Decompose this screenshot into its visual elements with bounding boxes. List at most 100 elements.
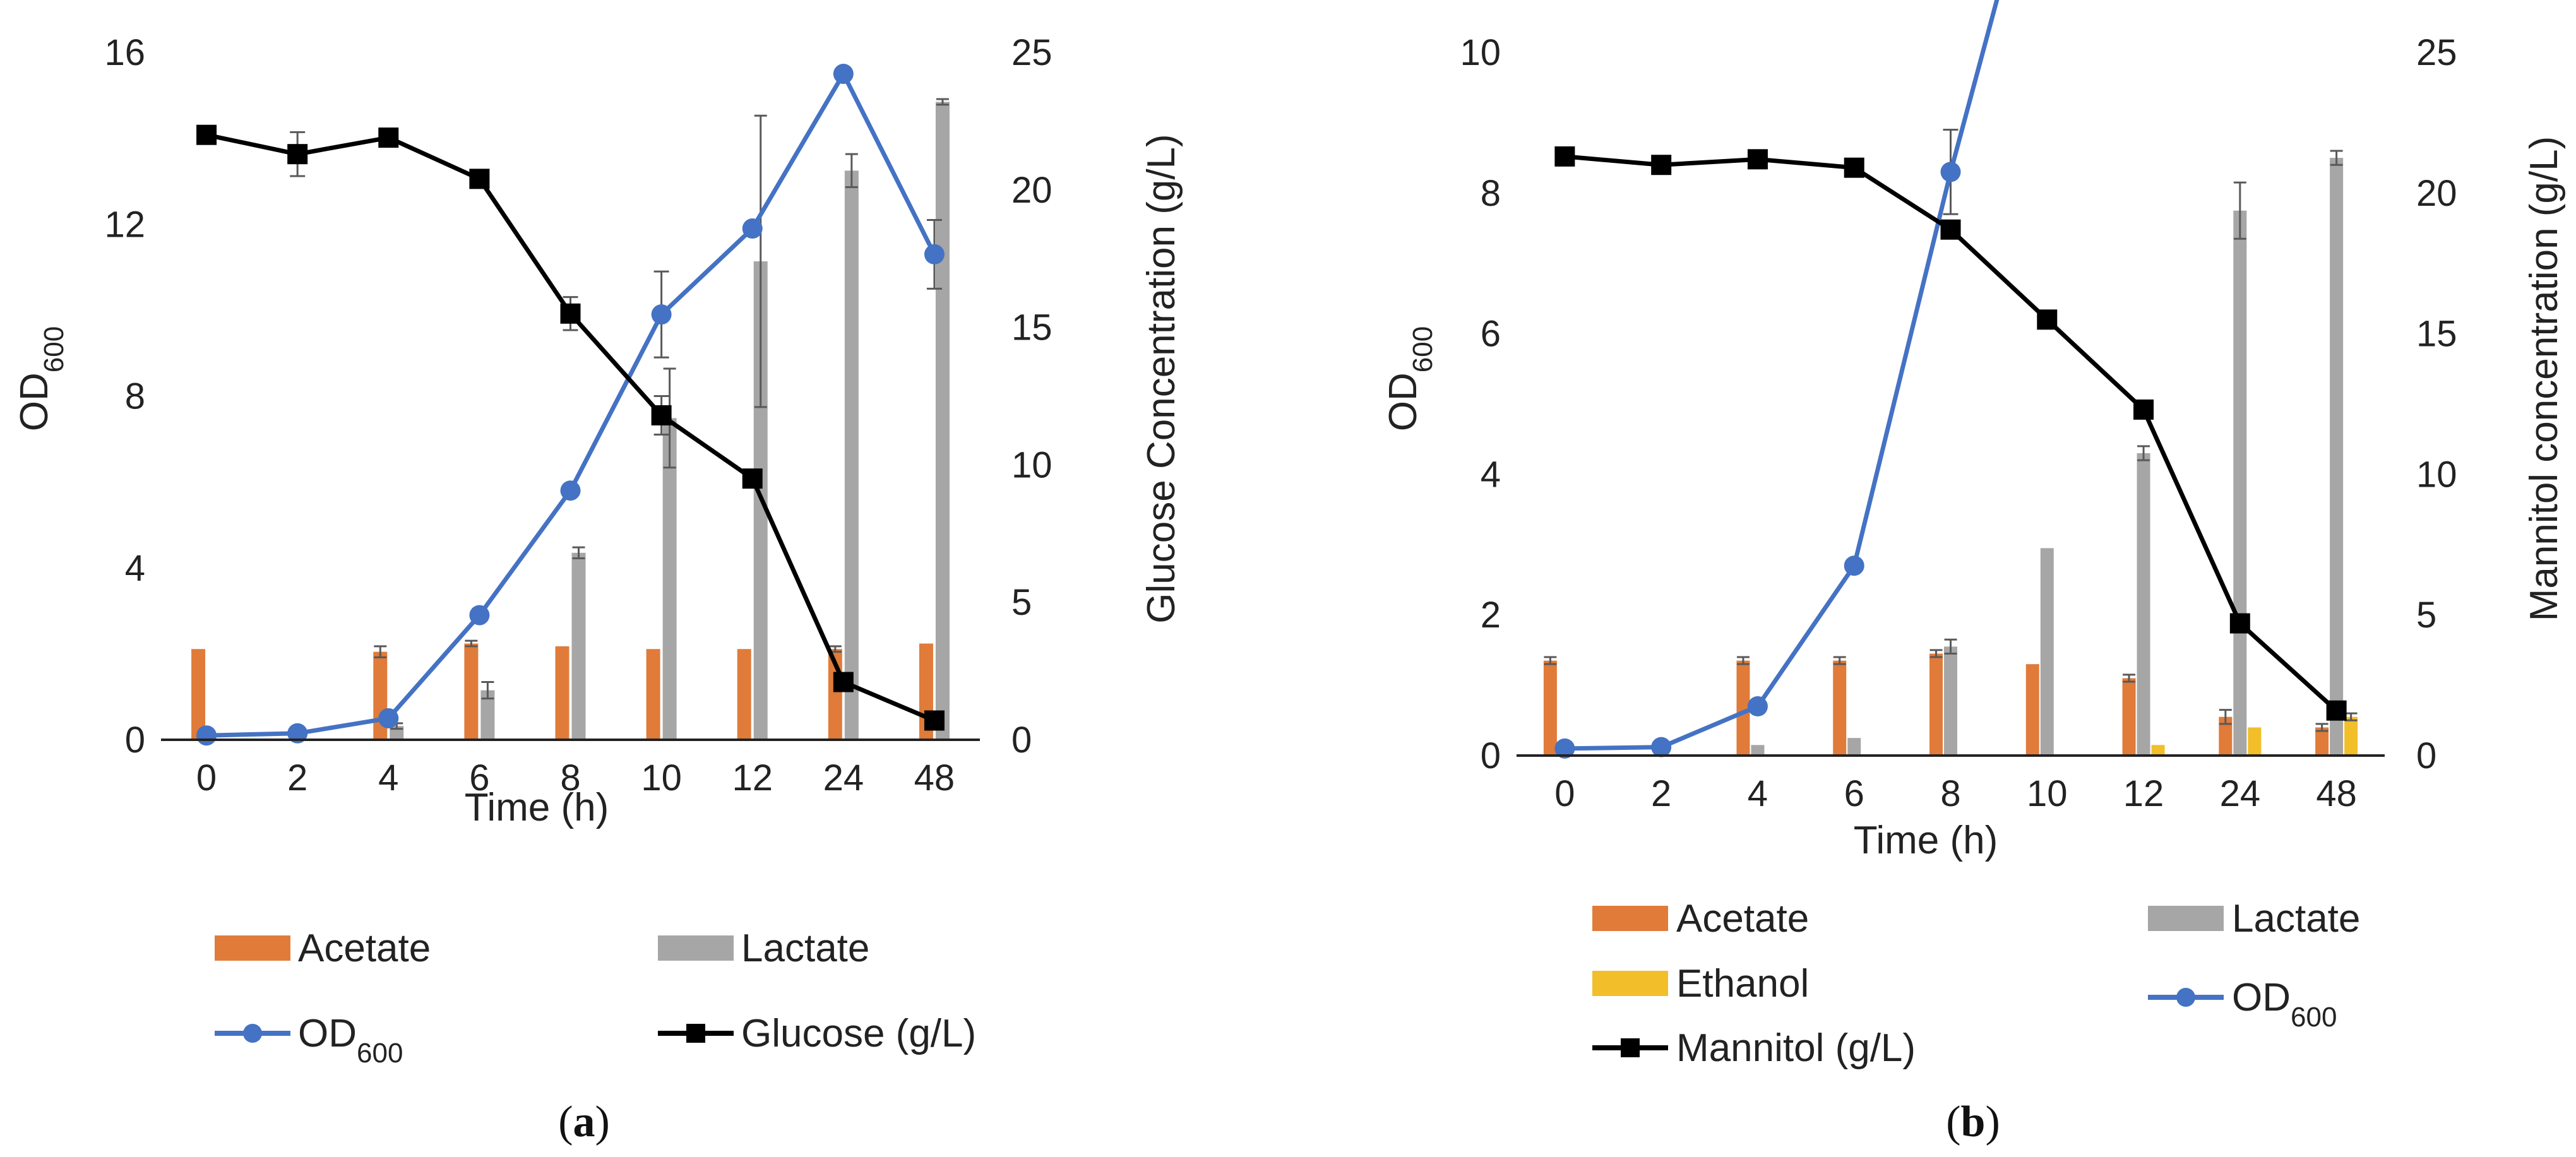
x-tick-label: 48: [914, 757, 955, 798]
y-tick-label: 8: [1481, 173, 1501, 214]
y2-tick-label: 0: [2416, 735, 2436, 776]
y2-axis-title: Mannitol concentration (g/L): [2522, 136, 2566, 622]
bar-acetate: [555, 646, 569, 740]
point-od: [924, 244, 945, 264]
bar-acetate: [1736, 660, 1750, 756]
point-od: [1651, 737, 1672, 757]
point-substrate: [2037, 309, 2058, 330]
bar-lactate: [1751, 745, 1765, 756]
y-tick-label: 6: [1481, 314, 1501, 355]
legend-marker-glucose: [686, 1024, 705, 1043]
x-tick-label: 10: [641, 757, 682, 798]
point-substrate: [287, 144, 308, 165]
x-tick-label: 4: [378, 757, 398, 798]
y2-tick-label: 5: [1011, 582, 1032, 623]
legend-swatch-lactate: [658, 935, 734, 961]
point-substrate: [1651, 155, 1672, 175]
legend-label-acetate: Acetate: [298, 927, 431, 970]
y-tick-label: 8: [125, 376, 145, 417]
bar-lactate: [2040, 548, 2054, 756]
bar-acetate: [2122, 678, 2136, 756]
x-tick-label: 6: [469, 757, 489, 798]
point-substrate: [1940, 219, 1961, 240]
x-tick-label: 2: [287, 757, 307, 798]
point-od: [1940, 162, 1961, 182]
y-tick-label: 0: [1481, 735, 1501, 776]
point-od: [833, 64, 854, 85]
legend-marker-mannitol: [1621, 1038, 1640, 1057]
series-line-substrate: [206, 133, 936, 723]
y-axis-ticks: 0 4 8 12 16: [104, 32, 145, 761]
bar-acetate: [464, 643, 479, 740]
bar-lactate: [480, 690, 495, 740]
bars-group: [1543, 150, 2358, 756]
x-axis-ticks: 0 2 4 6 8 10 12 24 48: [1554, 773, 2357, 814]
bar-lactate: [844, 170, 859, 740]
y2-tick-label: 15: [1011, 307, 1052, 348]
y-axis-title: OD600: [1381, 326, 1438, 431]
y2-axis-ticks: 0 5 10 15 20 25: [2416, 32, 2457, 776]
bar-acetate: [2219, 716, 2233, 756]
y2-tick-label: 10: [2416, 454, 2457, 495]
y2-axis-ticks: 0 5 10 15 20 25: [1011, 32, 1052, 761]
x-tick-label: 24: [823, 757, 864, 798]
series-line-od: [1565, 0, 2000, 751]
legend: Acetate Lactate OD600 Glucose (g/L): [215, 927, 976, 1069]
point-substrate: [833, 672, 854, 692]
point-substrate: [378, 128, 399, 148]
bar-lactate: [1944, 646, 1957, 756]
y2-tick-label: 20: [2416, 173, 2457, 214]
bar-ethanol: [2248, 727, 2262, 756]
point-substrate: [2229, 613, 2250, 634]
y-axis-title: OD600: [13, 326, 69, 431]
bar-lactate: [571, 552, 586, 740]
bar-ethanol: [2151, 745, 2165, 756]
y2-tick-label: 10: [1011, 444, 1052, 485]
x-tick-label: 24: [2220, 773, 2261, 814]
y-tick-label: 12: [104, 204, 145, 245]
bar-lactate: [2233, 210, 2247, 756]
lines-group: [1554, 0, 2347, 759]
point-substrate: [560, 303, 581, 324]
point-od: [469, 605, 490, 626]
x-tick-label: 12: [2123, 773, 2164, 814]
y-tick-label: 4: [125, 548, 145, 589]
point-od: [1747, 696, 1768, 717]
point-substrate: [1844, 157, 1864, 178]
legend-swatch-acetate: [215, 935, 290, 961]
y-tick-label: 16: [104, 32, 145, 73]
bar-lactate: [2137, 453, 2150, 756]
bar-acetate: [1833, 660, 1847, 756]
legend-marker-od: [243, 1024, 262, 1043]
point-substrate: [924, 710, 945, 731]
y2-tick-label: 0: [1011, 720, 1032, 761]
x-axis-ticks: 0 2 4 6 8 10 12 24 48: [196, 757, 955, 798]
x-axis-title: Time (h): [1854, 819, 1998, 862]
point-substrate: [196, 124, 217, 145]
point-od: [742, 218, 763, 239]
legend-marker-od: [2176, 988, 2195, 1007]
bar-acetate: [646, 649, 660, 740]
y-tick-label: 4: [1481, 454, 1501, 495]
point-od: [560, 480, 581, 501]
y-tick-label: 2: [1481, 595, 1501, 636]
point-substrate: [469, 169, 490, 189]
point-substrate: [651, 405, 672, 425]
y2-tick-label: 25: [1011, 32, 1052, 73]
x-axis-title: Time (h): [465, 786, 609, 829]
bar-acetate: [1929, 653, 1943, 756]
y2-tick-label: 20: [1011, 170, 1052, 211]
legend-label-lactate: Lactate: [2232, 897, 2360, 940]
y2-tick-label: 15: [2416, 314, 2457, 355]
legend-label-od: OD600: [298, 1012, 403, 1069]
bars-group: [191, 98, 950, 740]
bar-lactate: [1847, 738, 1861, 756]
bar-ethanol: [2344, 716, 2358, 756]
y2-tick-label: 25: [2416, 32, 2457, 73]
point-od: [651, 304, 672, 325]
legend: Acetate Lactate Ethanol OD600 Mannitol (…: [1592, 897, 2360, 1070]
x-tick-label: 12: [732, 757, 773, 798]
legend-swatch-acetate: [1592, 906, 1668, 931]
